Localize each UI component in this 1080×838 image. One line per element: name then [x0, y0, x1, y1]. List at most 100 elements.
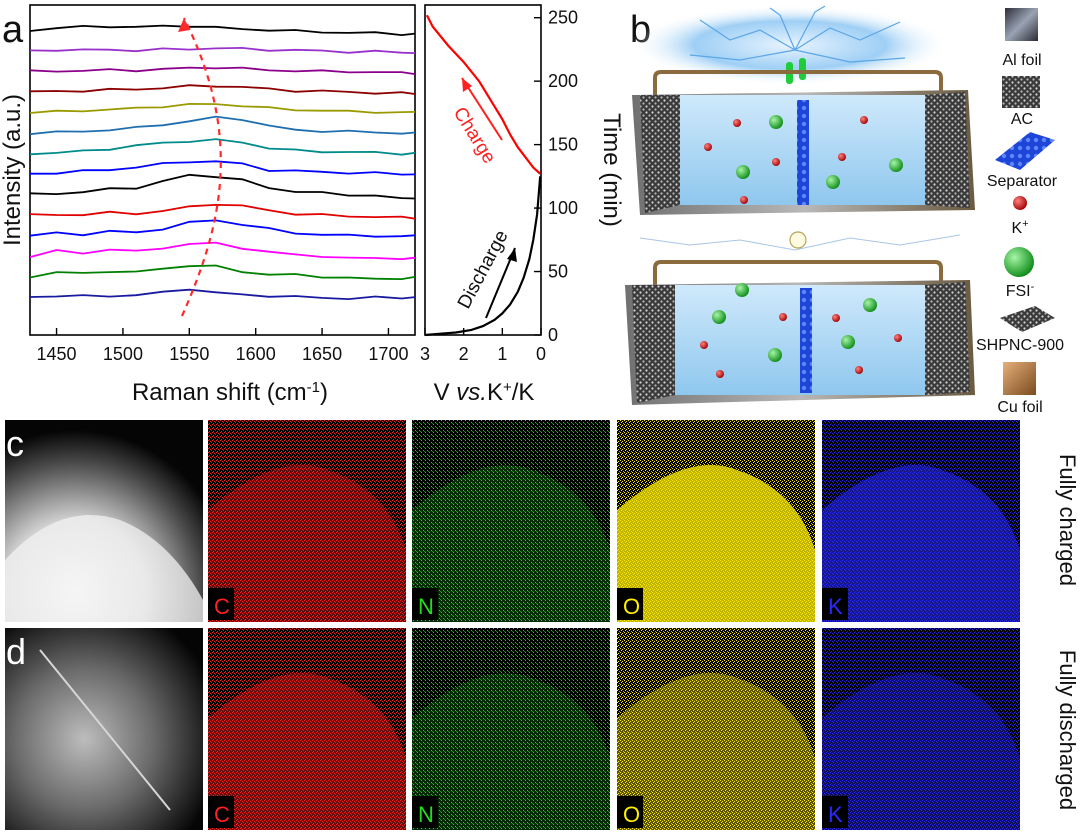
voltage-x-tick-label: 3 — [420, 344, 430, 364]
raman-series-line — [30, 203, 415, 220]
raman-series-line — [30, 66, 415, 75]
eds-map-signal-region — [412, 465, 610, 622]
voltage-series-group — [424, 14, 542, 337]
charge-arrow — [461, 77, 503, 141]
bottom-separator — [800, 288, 812, 393]
row-label-discharged: Fully discharged — [1055, 650, 1080, 810]
raman-series-line — [30, 102, 415, 114]
haadf-fiber — [39, 649, 171, 811]
top-cathode-mesh — [925, 92, 970, 208]
eds-map-label-bg — [617, 588, 643, 620]
raman-x-tick-label: 1650 — [302, 344, 342, 364]
voltage-y-axis-label: Time (min) — [598, 113, 625, 227]
eds-map-label: K — [828, 802, 843, 827]
lightning-glow — [630, 5, 950, 85]
voltage-x-axis-label: V vs.K+/K — [434, 379, 535, 407]
eds-map-label-bg — [208, 588, 234, 620]
legend-cu-foil: Cu foil — [997, 399, 1042, 416]
raman-series-line — [30, 241, 415, 261]
eds-map-label-bg — [208, 796, 234, 828]
light-bulb-icon — [789, 231, 807, 249]
voltage-x-ticks: 3 2 1 0 — [420, 328, 546, 364]
ac-icon — [1002, 76, 1040, 108]
eds-map-signal-region — [208, 673, 406, 830]
raman-x-tick-label: 1500 — [103, 344, 143, 364]
panel-label-c: c — [6, 423, 24, 464]
voltage-y-tick-label: 200 — [548, 71, 578, 91]
voltage-y-tick-label: 150 — [548, 135, 578, 155]
legend-fsi: FSI- — [1006, 281, 1035, 300]
eds-map-signal-region — [412, 673, 610, 830]
arrow-head-icon — [178, 18, 190, 32]
raman-x-ticks: 1450 1500 1550 1600 1650 1700 — [37, 328, 408, 364]
row-label-charged: Fully charged — [1055, 454, 1080, 586]
bottom-wire — [653, 260, 943, 290]
voltage-y-tick-label: 50 — [548, 262, 568, 282]
fsi-ion-icon — [1004, 247, 1034, 277]
raman-series-line — [30, 264, 415, 281]
panel-label-a: a — [2, 9, 24, 51]
eds-map-label: O — [623, 594, 640, 619]
voltage-x-tick-label: 2 — [459, 344, 469, 364]
charge-arrow-head-icon — [462, 78, 472, 92]
discharge-arrow-head-icon — [507, 248, 517, 262]
eds-map-n — [412, 628, 610, 830]
eds-map-label: N — [418, 802, 434, 827]
eds-map-label-bg — [822, 588, 848, 620]
eds-row-fully-discharged: d C N O K Fully discharged — [5, 628, 1080, 830]
legend-shpnc: SHPNC-900 — [976, 337, 1064, 354]
raman-series-line — [30, 160, 415, 176]
raman-x-tick-label: 1600 — [236, 344, 276, 364]
top-ions — [704, 115, 903, 204]
charge-label: Charge — [449, 104, 500, 168]
schematic-legend: Al foil AC Separator K+ FSI- SHPNC-900 C… — [976, 8, 1064, 416]
eds-map-label: O — [623, 802, 640, 827]
eds-map-label-bg — [822, 796, 848, 828]
separator-icon — [995, 132, 1055, 170]
bottom-ions — [700, 283, 902, 378]
eds-map-k — [822, 628, 1020, 830]
voltage-x-tick-label: 1 — [497, 344, 507, 364]
raman-y-axis-label: Intensity (a.u.) — [0, 94, 26, 246]
legend-separator: Separator — [987, 173, 1058, 190]
eds-map-label: C — [214, 802, 230, 827]
eds-map-signal-region — [822, 673, 1020, 830]
legend-al-foil: Al foil — [1002, 52, 1041, 69]
faint-sparks — [639, 234, 961, 251]
cu-foil-icon — [1003, 362, 1036, 395]
panel-label-d: d — [6, 631, 26, 672]
raman-x-tick-label: 1550 — [169, 344, 209, 364]
peak-shift-dashed-arrow — [180, 17, 222, 317]
k-ion-icon — [1013, 196, 1027, 210]
top-wire — [653, 70, 943, 100]
top-separator — [797, 100, 809, 205]
voltage-y-tick-label: 100 — [548, 198, 578, 218]
legend-ac: AC — [1011, 111, 1033, 128]
shpnc-icon — [1000, 306, 1055, 332]
voltage-frame — [424, 4, 542, 336]
eds-map-label-bg — [617, 796, 643, 828]
eds-map-label-bg — [412, 796, 438, 828]
raman-series-line — [30, 138, 415, 156]
raman-series-line — [30, 219, 415, 238]
discharge-label: Discharge — [454, 227, 513, 312]
raman-series-group — [30, 24, 415, 301]
raman-plot: 1450 1500 1550 1600 1650 1700 Intensity (a.u.… — [0, 4, 416, 406]
raman-series-line — [30, 115, 415, 136]
raman-x-tick-label: 1450 — [37, 344, 77, 364]
eds-row-fully-charged: c C N O K Fully charged — [5, 420, 1080, 622]
voltage-y-tick-label: 250 — [548, 8, 578, 28]
eds-map-signal-region — [208, 465, 406, 622]
voltage-series-line — [424, 176, 542, 337]
top-anode-mesh — [640, 95, 680, 213]
raman-series-line — [30, 24, 415, 37]
lightning-bolts — [689, 5, 906, 63]
eds-map-c — [208, 628, 406, 830]
battery-schematic: Al foil AC Separator K+ FSI- SHPNC-900 C… — [625, 5, 1064, 416]
voltage-y-tick-label: 0 — [548, 325, 558, 345]
eds-map-signal-region — [617, 673, 815, 830]
eds-map-label: N — [418, 594, 434, 619]
